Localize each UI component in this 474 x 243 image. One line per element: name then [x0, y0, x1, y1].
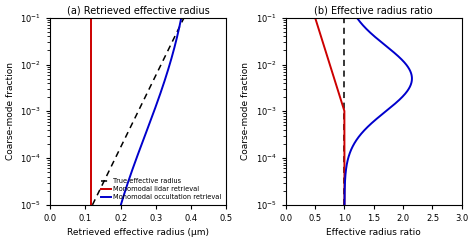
Y-axis label: Coarse-mode fraction: Coarse-mode fraction [241, 62, 250, 160]
Y-axis label: Coarse-mode fraction: Coarse-mode fraction [6, 62, 15, 160]
Legend: True effective radius, Monomodal lidar retrieval, Monomodal occultation retrieva: True effective radius, Monomodal lidar r… [100, 177, 223, 201]
X-axis label: Effective radius ratio: Effective radius ratio [327, 228, 421, 237]
Title: (a) Retrieved effective radius: (a) Retrieved effective radius [67, 6, 210, 16]
X-axis label: Retrieved effective radius (μm): Retrieved effective radius (μm) [67, 228, 209, 237]
Title: (b) Effective radius ratio: (b) Effective radius ratio [314, 6, 433, 16]
